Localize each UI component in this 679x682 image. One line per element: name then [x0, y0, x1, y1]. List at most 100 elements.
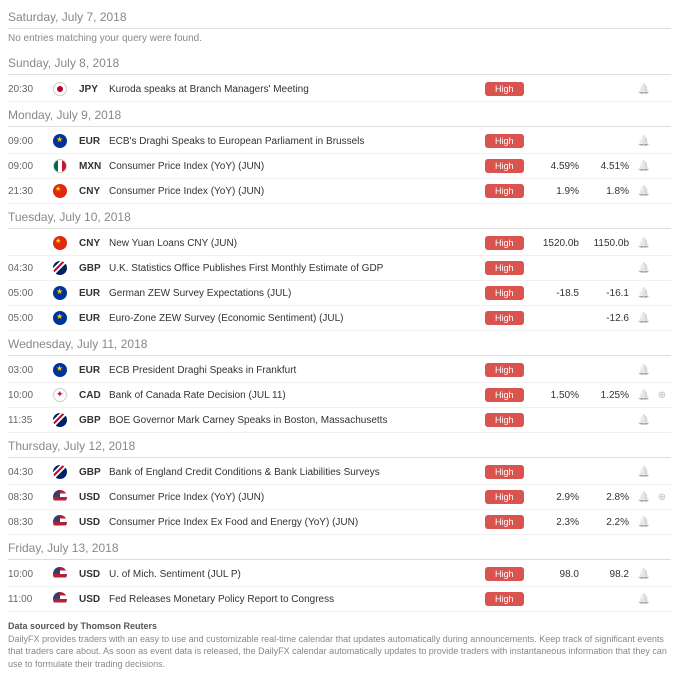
footer-disclaimer: DailyFX provides traders with an easy to…: [8, 634, 667, 669]
event-description[interactable]: Bank of England Credit Conditions & Bank…: [109, 467, 485, 478]
alert-bell-icon[interactable]: 🔔: [635, 467, 653, 478]
event-currency: MXN: [79, 161, 109, 172]
event-currency: USD: [79, 569, 109, 580]
event-currency: GBP: [79, 263, 109, 274]
alert-bell-icon[interactable]: 🔔: [635, 263, 653, 274]
alert-bell-icon[interactable]: 🔔: [635, 238, 653, 249]
flag-cn-icon: [53, 184, 79, 198]
day-header: Friday, July 13, 2018: [8, 535, 671, 560]
event-currency: CAD: [79, 390, 109, 401]
event-description[interactable]: U.K. Statistics Office Publishes First M…: [109, 263, 485, 274]
event-time: 05:00: [8, 313, 53, 324]
event-currency: USD: [79, 492, 109, 503]
impact-high-badge: High: [485, 184, 524, 198]
impact-high-badge: High: [485, 413, 524, 427]
alert-bell-icon[interactable]: 🔔: [635, 569, 653, 580]
event-description[interactable]: BOE Governor Mark Carney Speaks in Bosto…: [109, 415, 485, 426]
event-time: 09:00: [8, 161, 53, 172]
flag-eu-icon: [53, 134, 79, 148]
alert-bell-icon[interactable]: 🔔: [635, 288, 653, 299]
alert-bell-icon[interactable]: 🔔: [635, 415, 653, 426]
event-row: 08:30USDConsumer Price Index (YoY) (JUN)…: [8, 485, 671, 510]
impact-high-badge: High: [485, 388, 524, 402]
event-value-previous: 4.51%: [585, 161, 635, 172]
event-currency: EUR: [79, 313, 109, 324]
alert-bell-icon[interactable]: 🔔: [635, 594, 653, 605]
event-row: 09:00 MXNConsumer Price Index (YoY) (JUN)…: [8, 154, 671, 179]
event-description[interactable]: Consumer Price Index (YoY) (JUN): [109, 161, 485, 172]
event-row: 11:00USDFed Releases Monetary Policy Rep…: [8, 587, 671, 612]
event-description[interactable]: Bank of Canada Rate Decision (JUL 11): [109, 390, 485, 401]
expand-plus-icon[interactable]: ⊕: [653, 390, 671, 401]
flag-us-icon: [53, 567, 79, 581]
event-description[interactable]: New Yuan Loans CNY (JUN): [109, 238, 485, 249]
impact-high-badge: High: [485, 592, 524, 606]
event-description[interactable]: Fed Releases Monetary Policy Report to C…: [109, 594, 485, 605]
event-time: 04:30: [8, 467, 53, 478]
alert-bell-icon[interactable]: 🔔: [635, 136, 653, 147]
event-description[interactable]: Consumer Price Index (YoY) (JUN): [109, 492, 485, 503]
event-description[interactable]: Euro-Zone ZEW Survey (Economic Sentiment…: [109, 313, 485, 324]
impact-cell: High: [485, 159, 535, 173]
event-description[interactable]: Consumer Price Index Ex Food and Energy …: [109, 517, 485, 528]
event-currency: GBP: [79, 415, 109, 426]
event-row: 11:35 GBPBOE Governor Mark Carney Speaks …: [8, 408, 671, 433]
event-description[interactable]: ECB President Draghi Speaks in Frankfurt: [109, 365, 485, 376]
event-description[interactable]: Consumer Price Index (YoY) (JUN): [109, 186, 485, 197]
alert-bell-icon[interactable]: 🔔: [635, 84, 653, 95]
impact-cell: High: [485, 515, 535, 529]
event-currency: GBP: [79, 467, 109, 478]
day-header: Wednesday, July 11, 2018: [8, 331, 671, 356]
alert-bell-icon[interactable]: 🔔: [635, 161, 653, 172]
event-description[interactable]: ECB's Draghi Speaks to European Parliame…: [109, 136, 485, 147]
impact-high-badge: High: [485, 134, 524, 148]
event-value-forecast: -18.5: [535, 288, 585, 299]
event-currency: CNY: [79, 186, 109, 197]
economic-calendar: Saturday, July 7, 2018No entries matchin…: [0, 0, 679, 682]
event-row: 10:00 CADBank of Canada Rate Decision (JU…: [8, 383, 671, 408]
day-header: Monday, July 9, 2018: [8, 102, 671, 127]
event-currency: CNY: [79, 238, 109, 249]
expand-plus-icon[interactable]: ⊕: [653, 492, 671, 503]
event-time: 09:00: [8, 136, 53, 147]
alert-bell-icon[interactable]: 🔔: [635, 492, 653, 503]
alert-bell-icon[interactable]: 🔔: [635, 390, 653, 401]
event-description[interactable]: Kuroda speaks at Branch Managers' Meetin…: [109, 84, 485, 95]
impact-cell: High: [485, 261, 535, 275]
flag-us-icon: [53, 490, 79, 504]
event-currency: JPY: [79, 84, 109, 95]
event-time: 04:30: [8, 263, 53, 274]
footer-source: Data sourced by Thomson Reuters: [8, 621, 157, 631]
event-row: 05:00 EUREuro-Zone ZEW Survey (Economic S…: [8, 306, 671, 331]
alert-bell-icon[interactable]: 🔔: [635, 517, 653, 528]
day-header: Saturday, July 7, 2018: [8, 4, 671, 29]
event-value-previous: -16.1: [585, 288, 635, 299]
event-value-previous: 2.8%: [585, 492, 635, 503]
day-header: Tuesday, July 10, 2018: [8, 204, 671, 229]
impact-cell: High: [485, 311, 535, 325]
event-time: 11:35: [8, 415, 53, 426]
alert-bell-icon[interactable]: 🔔: [635, 313, 653, 324]
event-currency: EUR: [79, 288, 109, 299]
event-time: 10:00: [8, 390, 53, 401]
event-value-forecast: 1.50%: [535, 390, 585, 401]
event-time: 11:00: [8, 594, 53, 605]
impact-high-badge: High: [485, 236, 524, 250]
alert-bell-icon[interactable]: 🔔: [635, 365, 653, 376]
impact-cell: High: [485, 363, 535, 377]
event-description[interactable]: German ZEW Survey Expectations (JUL): [109, 288, 485, 299]
flag-eu-icon: [53, 363, 79, 377]
impact-high-badge: High: [485, 311, 524, 325]
flag-gb-icon: [53, 261, 79, 275]
event-description[interactable]: U. of Mich. Sentiment (JUL P): [109, 569, 485, 580]
event-currency: EUR: [79, 136, 109, 147]
event-value-previous: 98.2: [585, 569, 635, 580]
event-value-forecast: 1.9%: [535, 186, 585, 197]
flag-mx-icon: [53, 159, 79, 173]
impact-high-badge: High: [485, 567, 524, 581]
event-currency: EUR: [79, 365, 109, 376]
impact-cell: High: [485, 388, 535, 402]
flag-gb-icon: [53, 413, 79, 427]
alert-bell-icon[interactable]: 🔔: [635, 186, 653, 197]
impact-cell: High: [485, 184, 535, 198]
